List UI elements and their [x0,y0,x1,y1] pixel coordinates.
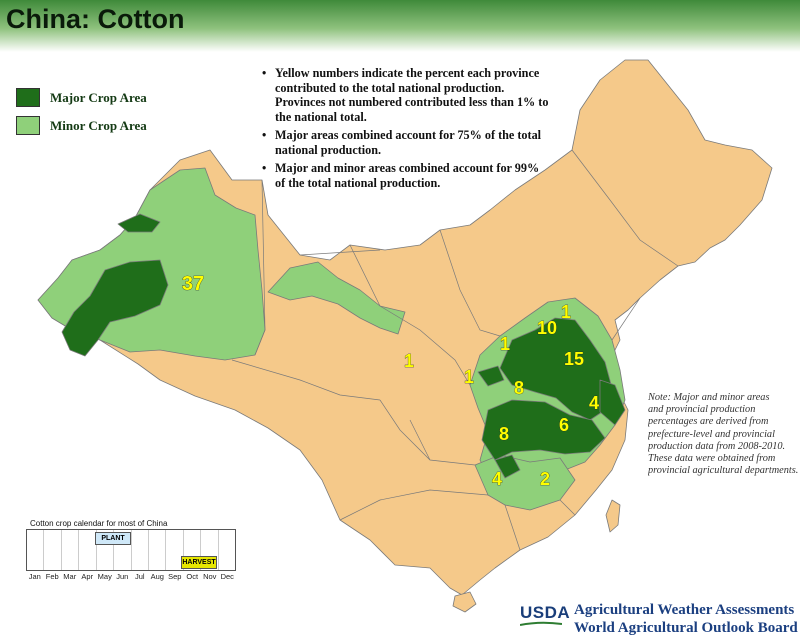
calendar-column [114,530,132,570]
calendar-column [201,530,219,570]
usda-logo-swoosh [520,621,562,626]
month-label: Oct [186,572,199,581]
province-border [559,499,576,516]
province-border [409,419,431,461]
pct-hunan: 4 [492,469,502,489]
footnote-line: and provincial production [648,404,756,416]
month-label: Aug [150,572,164,581]
gansu-minor-area [267,261,406,335]
hainan-island [452,591,477,613]
calendar-months: Jan Feb Mar Apr May Jun Jul Aug Sep Oct … [26,572,236,581]
calendar-column [79,530,97,570]
legend-swatch-major [16,88,40,107]
legend-swatch-minor [16,116,40,135]
province-border [299,249,381,256]
month-label: Jan [28,572,41,581]
data-source-note: Note: Major and minor areas and provinci… [648,392,800,477]
pct-jiangsu: 4 [589,393,599,413]
calendar-column [97,530,115,570]
month-label: Jul [134,572,145,581]
pct-jiangxi: 2 [540,469,550,489]
usda-logo: USDA [520,603,571,622]
month-label: Feb [45,572,59,581]
province-border [254,179,266,356]
footnote-line: prefecture-level and provincial [648,428,775,440]
harvest-bar: HARVEST [181,556,217,569]
footnote-line: percentages are derived from [648,416,769,428]
calendar-column [166,530,184,570]
province-border [349,244,471,386]
month-label: Dec [220,572,234,581]
xinjiang-major-area-west [61,259,169,357]
calendar-column [149,530,167,570]
header-banner [0,0,800,52]
pct-tianjin: 1 [561,302,571,322]
china-outline [37,59,773,596]
month-label: Jun [116,572,129,581]
note-item: Major areas combined account for 75% of … [262,128,552,157]
shaanxi-major-area [477,365,505,387]
note-item: Major and minor areas combined account f… [262,161,552,190]
calendar-column [27,530,45,570]
footnote-line: Note: Major and minor areas [648,392,770,403]
month-label: Mar [63,572,77,581]
notes-list: Yellow numbers indicate the percent each… [262,66,552,194]
pct-hebei: 10 [537,318,557,338]
footnote-line: production data from 2008-2010. [648,440,786,452]
taiwan-island [605,499,621,533]
jiangsu-major-area [599,379,626,426]
footnote-line: provincial agricultural departments. [648,465,799,477]
province-border [231,359,381,401]
province-border [571,149,679,267]
map-legend: Major Crop Area Minor Crop Area [16,88,147,144]
footnote-line: These data were obtained from [648,453,776,465]
province-border [379,399,476,466]
legend-item-minor: Minor Crop Area [16,116,147,135]
legend-label-minor: Minor Crop Area [50,117,147,133]
calendar-column [44,530,62,570]
xinjiang-major-area-north [117,213,161,233]
month-label: Nov [203,572,217,581]
hunan-major-area [494,454,521,479]
legend-label-major: Major Crop Area [50,89,147,105]
pct-henan: 8 [514,378,524,398]
month-label: Sep [168,572,182,581]
month-label: Apr [81,572,94,581]
pct-xinjiang: 37 [182,273,204,295]
calendar-column [184,530,202,570]
legend-item-major: Major Crop Area [16,88,147,107]
calendar-title: Cotton crop calendar for most of China [30,519,168,528]
pct-shanxi: 1 [500,334,510,354]
calendar-column [132,530,149,570]
footer-line-2: World Agricultural Outlook Board [574,620,798,636]
province-border [504,504,521,551]
plant-bar: PLANT [95,532,131,545]
calendar-column [62,530,80,570]
pct-shaanxi: 1 [464,367,474,387]
footer-line-1: Agricultural Weather Assessments [574,602,795,618]
calendar-column [219,530,235,570]
pct-gansu: 1 [404,351,414,371]
pct-shandong: 15 [564,349,584,369]
province-border [339,489,489,521]
pct-anhui: 6 [559,415,569,435]
province-border [439,229,501,337]
page-title: China: Cotton [6,4,185,34]
province-border [611,297,641,341]
pct-hubei: 8 [499,424,509,444]
month-label: May [97,572,112,581]
note-item: Yellow numbers indicate the percent each… [262,66,552,124]
